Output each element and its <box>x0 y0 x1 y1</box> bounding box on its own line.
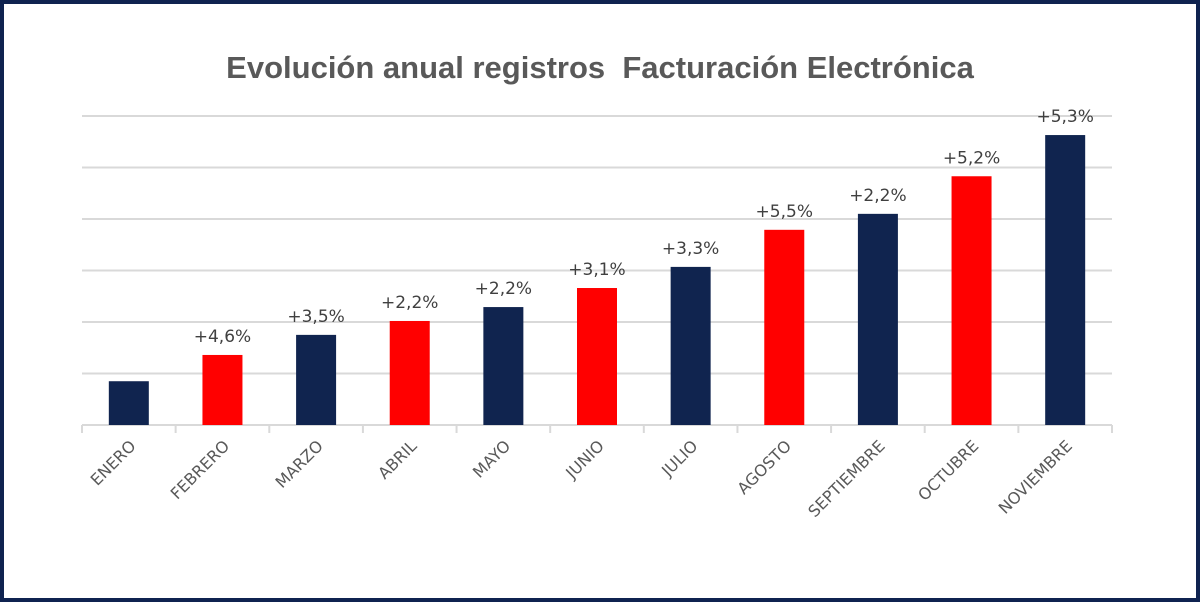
data-label: +2,2% <box>849 186 906 206</box>
bar-julio <box>670 266 711 425</box>
x-tick-label: MAYO <box>469 436 514 481</box>
x-tick-label: OCTUBRE <box>914 436 982 504</box>
data-label: +2,2% <box>381 293 438 313</box>
data-label: +5,5% <box>756 202 813 222</box>
x-tick-label: FEBRERO <box>167 436 234 503</box>
data-label: +5,2% <box>943 148 1000 168</box>
x-tick-label: JULIO <box>657 436 701 480</box>
data-label: +3,5% <box>287 307 344 327</box>
data-label: +2,2% <box>475 279 532 299</box>
bar-junio <box>577 288 617 425</box>
bar-noviembre <box>1045 135 1086 425</box>
x-tick-label: JUNIO <box>561 436 607 482</box>
data-label: +5,3% <box>1036 107 1093 127</box>
chart-title: Evolución anual registros Facturación El… <box>226 50 974 85</box>
bar-marzo <box>296 334 337 425</box>
x-tick-label: NOVIEMBRE <box>995 436 1076 517</box>
bar-abril <box>389 320 430 425</box>
x-tick-label: SEPTIEMBRE <box>804 436 889 521</box>
bar-enero <box>108 381 149 425</box>
data-label: +3,1% <box>568 260 625 280</box>
data-label: +4,6% <box>194 327 251 347</box>
bar-octubre <box>951 176 992 425</box>
x-tick-label: AGOSTO <box>733 436 795 498</box>
x-tick-label: ENERO <box>87 436 140 489</box>
bar-agosto <box>764 229 805 425</box>
data-label: +3,3% <box>662 239 719 259</box>
x-tick-label: ABRIL <box>374 436 420 482</box>
x-tick-label: MARZO <box>271 436 326 491</box>
bar-mayo <box>483 307 524 425</box>
bar-septiembre <box>857 213 898 425</box>
bar-febrero <box>202 354 243 425</box>
